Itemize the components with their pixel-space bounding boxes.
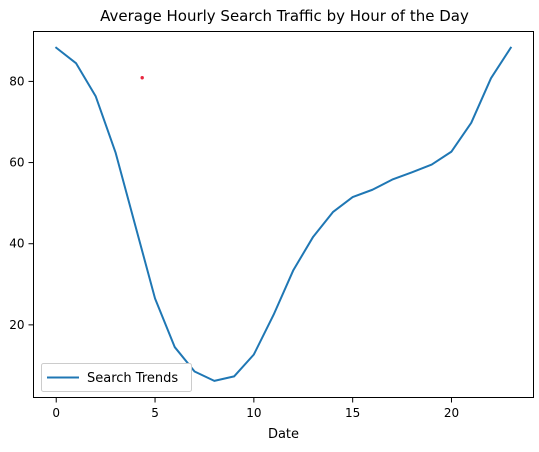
x-tick-label: 0 [52, 406, 60, 420]
y-tick-label: 20 [9, 318, 24, 332]
x-tick-label: 5 [151, 406, 159, 420]
plot-frame [33, 31, 534, 398]
annotation-point [140, 76, 144, 80]
legend: Search Trends [41, 363, 192, 392]
y-tick-label: 40 [9, 237, 24, 251]
series-line [54, 46, 513, 382]
y-tick-label: 80 [9, 74, 24, 88]
y-axis-ticks: 20 40 60 80 [9, 74, 34, 332]
x-tick-label: 20 [444, 406, 459, 420]
x-axis-label: Date [268, 427, 299, 442]
legend-box [41, 363, 192, 392]
legend-label: Search Trends [87, 371, 178, 386]
x-tick-label: 15 [345, 406, 360, 420]
y-tick-label: 60 [9, 156, 24, 170]
x-tick-label: 10 [246, 406, 261, 420]
chart-title: Average Hourly Search Traffic by Hour of… [100, 7, 469, 25]
x-axis-ticks: 0 5 10 15 20 [52, 397, 459, 420]
annotation-layer [140, 76, 144, 80]
series-layer [54, 46, 513, 382]
